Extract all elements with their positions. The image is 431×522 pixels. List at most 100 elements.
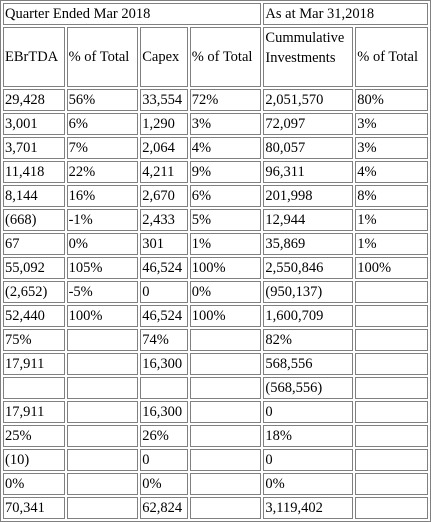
col-header-pct-capex: % of Total [189,27,262,87]
cell-pct-ebrtda [66,329,139,351]
table-row: 75% 74% 82% [3,329,428,351]
cell-investments: 82% [263,329,354,351]
cell-capex: 16,300 [140,353,188,375]
cell-pct-capex [189,401,262,423]
cell-investments: 80,057 [263,137,354,159]
cell-capex: 62,824 [140,497,188,519]
group-header-row: Quarter Ended Mar 2018 As at Mar 31,2018 [3,3,428,25]
cell-pct-investments [355,497,428,519]
cell-pct-capex: 0% [189,281,262,303]
table-row: 8,144 16% 2,670 6% 201,998 8% [3,185,428,207]
cell-capex: 4,211 [140,161,188,183]
cell-ebrtda: 70,341 [3,497,65,519]
cell-ebrtda: 11,418 [3,161,65,183]
table-row: (2,652) -5% 0 0% (950,137) [3,281,428,303]
cell-pct-investments: 80% [355,89,428,111]
table-row: 52,440 100% 46,524 100% 1,600,709 [3,305,428,327]
col-header-capex: Capex [140,27,188,87]
cell-pct-ebrtda [66,353,139,375]
cell-pct-ebrtda: 105% [66,257,139,279]
col-header-pct-investments: % of Total [355,27,428,87]
cell-capex: 2,670 [140,185,188,207]
cell-ebrtda: (10) [3,449,65,471]
cell-pct-investments [355,401,428,423]
cell-pct-ebrtda [66,401,139,423]
table-row: 70,341 62,824 3,119,402 [3,497,428,519]
cell-capex: 46,524 [140,257,188,279]
cell-pct-investments: 8% [355,185,428,207]
cell-ebrtda: 55,092 [3,257,65,279]
cell-pct-ebrtda: 16% [66,185,139,207]
cell-investments: 72,097 [263,113,354,135]
cell-ebrtda: (668) [3,209,65,231]
cell-pct-ebrtda: 100% [66,305,139,327]
quarter-group-header: Quarter Ended Mar 2018 [3,3,262,25]
cell-pct-ebrtda: 6% [66,113,139,135]
cell-ebrtda: 67 [3,233,65,255]
cell-pct-capex: 72% [189,89,262,111]
col-header-cumulative-investments: Cummulative Investments [263,27,354,87]
cell-pct-investments: 1% [355,233,428,255]
cell-pct-ebrtda: -1% [66,209,139,231]
cell-pct-capex: 9% [189,161,262,183]
cell-pct-ebrtda [66,449,139,471]
table-row: (668) -1% 2,433 5% 12,944 1% [3,209,428,231]
cum-header-line2: Investments [265,50,336,66]
cell-investments: (950,137) [263,281,354,303]
cell-pct-investments [355,281,428,303]
cell-capex: 74% [140,329,188,351]
cell-pct-capex [189,497,262,519]
cell-investments: 2,051,570 [263,89,354,111]
cum-header-line1: Cummulative [265,30,345,46]
asat-group-header: As at Mar 31,2018 [263,3,428,25]
cell-ebrtda: 3,701 [3,137,65,159]
cell-pct-capex [189,329,262,351]
cell-capex [140,377,188,399]
cell-pct-investments: 3% [355,113,428,135]
cell-ebrtda: 25% [3,425,65,447]
cell-pct-investments [355,353,428,375]
cell-pct-ebrtda: 56% [66,89,139,111]
cell-capex: 26% [140,425,188,447]
cell-pct-investments: 1% [355,209,428,231]
cell-ebrtda: 0% [3,473,65,495]
cell-capex: 301 [140,233,188,255]
table-row: 67 0% 301 1% 35,869 1% [3,233,428,255]
cell-pct-ebrtda: -5% [66,281,139,303]
cell-ebrtda: 52,440 [3,305,65,327]
cell-ebrtda: 8,144 [3,185,65,207]
cell-investments: 201,998 [263,185,354,207]
cell-investments: 18% [263,425,354,447]
cell-pct-investments [355,305,428,327]
cell-investments: 0 [263,449,354,471]
table-row: 3,701 7% 2,064 4% 80,057 3% [3,137,428,159]
table-row: (568,556) [3,377,428,399]
cell-capex: 33,554 [140,89,188,111]
col-header-ebrtda: EBrTDA [3,27,65,87]
table-body: Quarter Ended Mar 2018 As at Mar 31,2018… [3,3,428,519]
cell-pct-capex [189,473,262,495]
cell-investments: 2,550,846 [263,257,354,279]
cell-investments: 1,600,709 [263,305,354,327]
cell-capex: 46,524 [140,305,188,327]
col-header-pct-ebrtda: % of Total [66,27,139,87]
cell-pct-ebrtda [66,473,139,495]
cell-capex: 16,300 [140,401,188,423]
cell-pct-investments [355,329,428,351]
cell-pct-investments [355,425,428,447]
cell-pct-capex: 100% [189,305,262,327]
cell-pct-investments: 3% [355,137,428,159]
cell-pct-capex: 6% [189,185,262,207]
table-row: 25% 26% 18% [3,425,428,447]
table-row: 17,911 16,300 568,556 [3,353,428,375]
cell-investments: 3,119,402 [263,497,354,519]
table-row: 11,418 22% 4,211 9% 96,311 4% [3,161,428,183]
table-row: 29,428 56% 33,554 72% 2,051,570 80% [3,89,428,111]
cell-pct-investments [355,473,428,495]
cell-investments: 35,869 [263,233,354,255]
table-row: 17,911 16,300 0 [3,401,428,423]
cell-pct-capex: 1% [189,233,262,255]
cell-pct-capex: 3% [189,113,262,135]
cell-ebrtda [3,377,65,399]
cell-pct-ebrtda [66,377,139,399]
